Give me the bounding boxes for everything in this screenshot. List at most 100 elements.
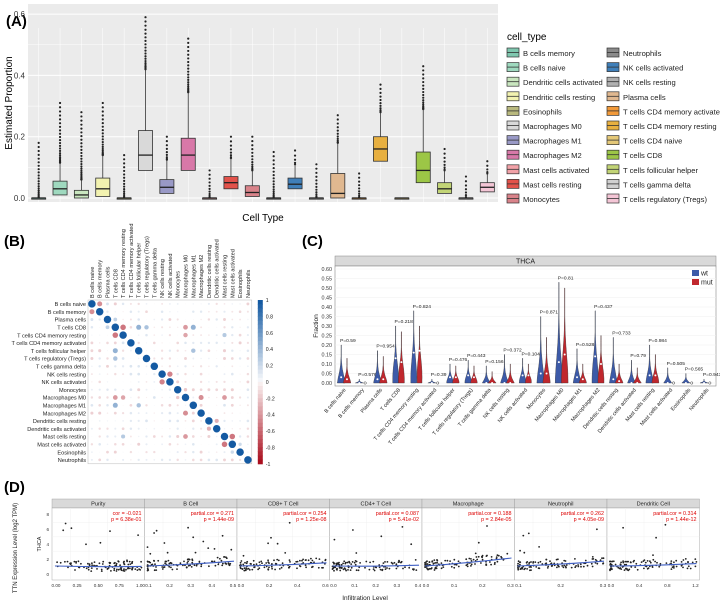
outlier-point xyxy=(123,179,126,183)
scatter-point xyxy=(305,559,307,561)
outlier-point xyxy=(80,123,83,126)
scatter-y-tick: 0 xyxy=(46,572,49,577)
correlation-dot xyxy=(246,349,250,352)
scatter-point xyxy=(649,560,651,563)
scatter-point xyxy=(381,568,384,571)
correlation-dot xyxy=(129,450,133,454)
box-4 xyxy=(116,153,132,200)
correlation-dot xyxy=(192,365,195,368)
scatter-point xyxy=(643,567,645,570)
scatter-point xyxy=(610,563,613,566)
correlation-dot xyxy=(176,427,179,430)
correlation-dot xyxy=(122,311,124,313)
correlation-dot xyxy=(121,442,125,446)
facet-x-tick: 0.6 xyxy=(322,583,329,588)
outlier-point xyxy=(187,49,190,53)
correlation-dot xyxy=(223,380,226,384)
outlier-point xyxy=(80,135,83,138)
scatter-point xyxy=(619,567,622,569)
outlier-point xyxy=(315,194,318,198)
correlation-dot xyxy=(176,434,180,439)
correlation-dot xyxy=(184,372,187,376)
scatter-point xyxy=(425,566,428,568)
scatter-point xyxy=(140,560,143,563)
correlation-dot xyxy=(223,373,226,376)
correlation-dot xyxy=(238,341,242,345)
scatter-point xyxy=(476,558,479,561)
correlation-dot xyxy=(129,310,133,313)
legend-label: Monocytes xyxy=(523,195,560,204)
scatter-point xyxy=(609,564,611,566)
correlation-dot xyxy=(106,396,109,399)
legend-label: T cells CD8 xyxy=(623,151,662,160)
scatter-point xyxy=(545,558,548,561)
correlation-dot xyxy=(91,365,93,368)
scatter-point xyxy=(88,563,91,565)
scatter-point xyxy=(594,558,597,561)
scatter-point xyxy=(434,566,437,569)
scatter-point xyxy=(477,555,480,558)
scatter-point xyxy=(517,562,519,565)
outlier-point xyxy=(101,118,104,121)
correlation-dot xyxy=(239,303,241,305)
outlier-point xyxy=(144,46,147,49)
scatter-point xyxy=(333,538,336,541)
facet-frame xyxy=(236,507,330,581)
scatter-point xyxy=(684,558,687,560)
correlation-dot xyxy=(137,372,141,376)
scatter-point xyxy=(220,559,223,562)
correlation-dot xyxy=(136,403,141,408)
scatter-point xyxy=(311,559,314,562)
scatter-point xyxy=(137,534,140,536)
correlation-dot xyxy=(119,331,127,339)
p-value-label: P=0.437 xyxy=(594,304,613,310)
outlier-point xyxy=(58,114,62,117)
scatter-point xyxy=(192,536,195,539)
scatter-point xyxy=(146,569,149,572)
scatter-point xyxy=(331,567,334,570)
correlation-dot xyxy=(160,318,164,321)
correlation-dot xyxy=(176,326,179,329)
correlation-dot xyxy=(130,358,132,359)
box-16 xyxy=(373,83,388,162)
correlation-dot xyxy=(192,334,195,337)
scatter-point xyxy=(109,562,111,565)
p-value-label: P=0.565 xyxy=(685,367,704,373)
scatter-point xyxy=(187,558,190,560)
scatter-point xyxy=(90,567,93,569)
scatter-point xyxy=(596,562,599,565)
scatter-point xyxy=(689,567,692,570)
facet-title: Purity xyxy=(91,502,106,508)
wt-median-point xyxy=(376,378,379,381)
matrix-row-label: Plasma cells xyxy=(55,318,87,324)
scatter-point xyxy=(519,563,521,566)
scatter-point xyxy=(247,567,250,570)
correlation-dot xyxy=(247,451,249,453)
scatter-point xyxy=(154,563,156,566)
correlation-dot xyxy=(106,381,109,383)
outlier-point xyxy=(101,132,104,135)
correlation-dot xyxy=(129,318,132,321)
scatter-point xyxy=(529,565,532,568)
correlation-dot xyxy=(153,303,155,305)
facet-x-tick: 0.2 xyxy=(373,583,380,588)
scatter-point xyxy=(241,568,244,570)
correlation-dot xyxy=(122,381,124,383)
scatter-ylabel: TTN Expression Level (log2 TPM) xyxy=(13,503,19,593)
correlation-dot xyxy=(199,310,203,313)
correlation-dot xyxy=(137,442,141,446)
outlier-point xyxy=(464,180,468,183)
scatter-point xyxy=(523,551,526,554)
colorbar-segment xyxy=(257,410,263,416)
scatter-point xyxy=(346,561,349,564)
correlation-dot xyxy=(215,380,218,383)
correlation-dot xyxy=(199,388,203,392)
correlation-dot xyxy=(208,334,210,336)
correlation-dot xyxy=(106,364,109,368)
p-value-label: P=0.476 xyxy=(449,357,468,363)
facet-x-tick: 0.5 xyxy=(230,583,237,588)
scatter-point xyxy=(222,562,224,565)
outlier-point xyxy=(58,154,62,157)
correlation-dot xyxy=(161,428,163,430)
